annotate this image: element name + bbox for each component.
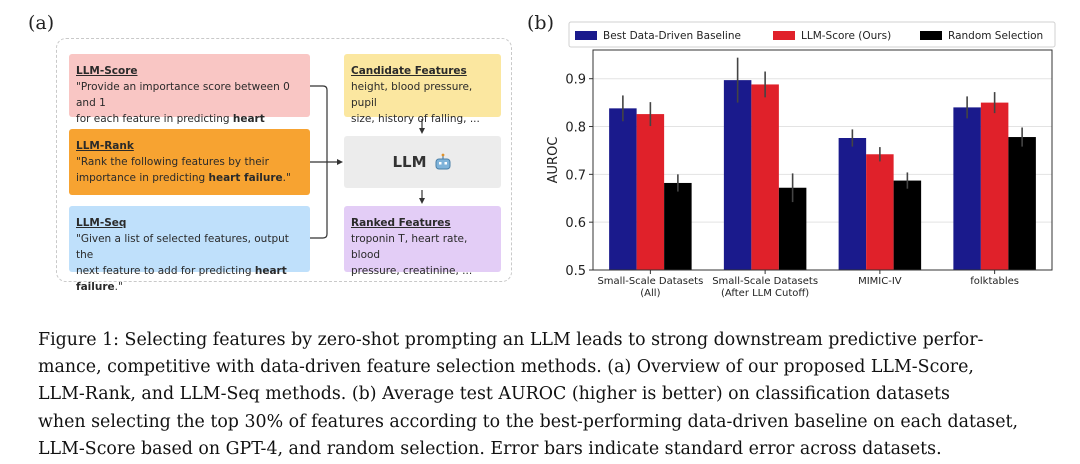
bar: [953, 107, 981, 271]
card-text: height, blood pressure, pupil: [351, 81, 473, 109]
legend-label: Random Selection: [948, 30, 1043, 42]
card-text: for each feature in predicting: [76, 113, 233, 125]
y-tick-label: 0.5: [565, 264, 586, 279]
arrowhead-icon: [419, 128, 425, 134]
legend-label: LLM-Score (Ours): [801, 30, 891, 42]
caption-line: LLM-Score based on GPT-4, and random sel…: [38, 438, 942, 459]
card-text: next feature to add for predicting: [76, 265, 255, 277]
bar: [609, 108, 637, 270]
bar: [866, 154, 894, 270]
bar: [751, 84, 779, 270]
legend-swatch: [773, 31, 795, 40]
bar: [723, 80, 752, 270]
card-text: "Rank the following features by their: [76, 156, 269, 168]
card-text-bold: heart failure: [208, 172, 283, 184]
llm-score-card: LLM-Score "Provide an importance score b…: [69, 54, 310, 141]
legend-label: Best Data-Driven Baseline: [603, 30, 741, 42]
arrowhead-icon: [419, 198, 425, 204]
bar: [636, 114, 665, 270]
legend-swatch: [575, 31, 597, 40]
card-title: Ranked Features: [351, 217, 451, 229]
x-tick-label: folktables: [970, 276, 1019, 287]
ranked-features-card: Ranked Features troponin T, heart rate, …: [344, 206, 501, 277]
bar: [1008, 137, 1036, 270]
plot-frame: [592, 49, 1053, 271]
y-tick-label: 0.6: [565, 216, 586, 231]
card-text: size, history of falling, ...: [351, 113, 480, 125]
arrowhead-icon: [337, 159, 343, 165]
card-title: LLM-Seq: [76, 217, 127, 229]
y-tick-label: 0.7: [565, 168, 586, 183]
legend-swatch: [920, 31, 942, 40]
card-text: troponin T, heart rate, blood: [351, 233, 468, 261]
card-text-bold: heart failure: [76, 265, 287, 293]
card-text: "Provide an importance score between 0 a…: [76, 81, 290, 109]
card-text: importance in predicting: [76, 172, 209, 184]
card-title: LLM-Score: [76, 65, 138, 77]
caption-line: Figure 1: Selecting features by zero-sho…: [38, 330, 984, 350]
card-title: LLM-Rank: [76, 140, 134, 152]
x-tick-label: Small-Scale Datasets: [712, 276, 818, 287]
method-diagram: LLM-Score "Provide an importance score b…: [56, 38, 512, 293]
llm-rank-card: LLM-Rank "Rank the following features by…: [69, 129, 310, 195]
bar: [664, 182, 692, 270]
llm-seq-card: LLM-Seq "Given a list of selected featur…: [69, 206, 310, 293]
card-text: .": [114, 281, 123, 293]
card-text: pressure, creatinine, ...: [351, 265, 473, 277]
legend-box: [568, 21, 1056, 48]
card-title: Candidate Features: [351, 65, 467, 77]
llm-label: LLM: [392, 153, 427, 171]
bar: [980, 102, 1009, 270]
caption-line: when selecting the top 30% of features a…: [38, 411, 1019, 432]
panel-a-label: (a): [28, 12, 55, 34]
caption-line: mance, competitive with data-driven feat…: [38, 357, 974, 378]
x-tick-label: Small-Scale Datasets: [597, 276, 703, 287]
panel-b-label: (b): [527, 12, 554, 34]
y-tick-label: 0.9: [565, 73, 586, 88]
bar: [893, 180, 922, 270]
x-tick-label: MIMIC-IV: [858, 276, 902, 287]
candidate-features-card: Candidate Features height, blood pressur…: [344, 54, 501, 125]
x-tick-label: (All): [640, 288, 660, 299]
figure-caption: Figure 1: Selecting features by zero-sho…: [38, 327, 1058, 463]
card-text: "Given a list of selected features, outp…: [76, 233, 289, 261]
caption-line: LLM-Rank, and LLM-Seq methods. (b) Avera…: [38, 384, 950, 405]
y-tick-label: 0.8: [565, 121, 586, 136]
x-tick-label: (After LLM Cutoff): [721, 288, 809, 299]
y-axis-label: AUROC: [546, 137, 561, 184]
bar: [838, 138, 867, 270]
robot-icon: [435, 153, 451, 170]
card-text: .": [282, 172, 291, 184]
diagram-arrows: [310, 85, 425, 239]
llm-box: LLM: [344, 136, 501, 188]
